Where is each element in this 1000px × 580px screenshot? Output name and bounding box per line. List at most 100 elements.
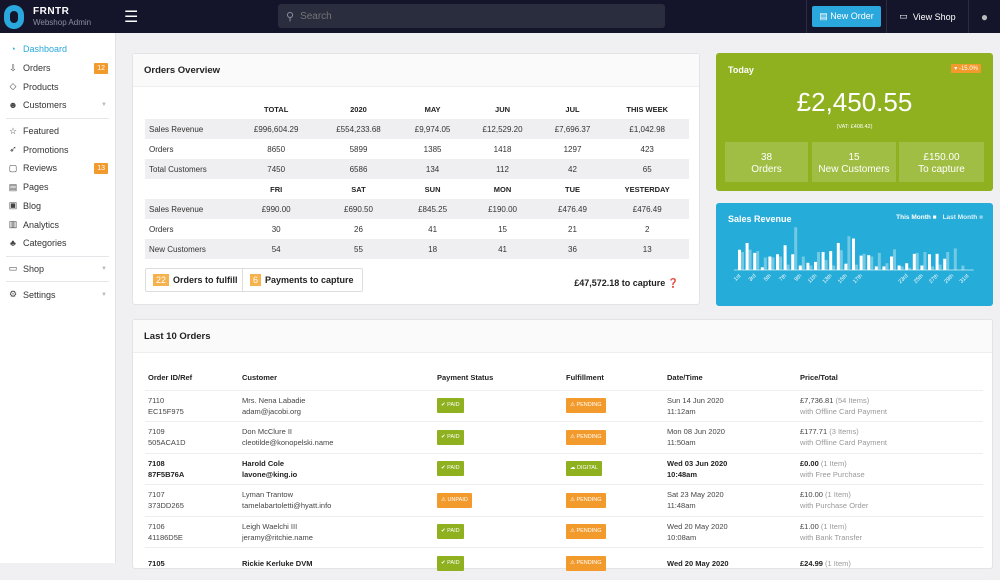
- sidebar-item-featured[interactable]: ☆ Featured: [0, 122, 115, 141]
- order-id[interactable]: 7110: [148, 395, 165, 405]
- table-row[interactable]: 7108 87F5B76A Harold Cole lavone@king.io ✔…: [145, 453, 983, 485]
- cell: 41: [428, 224, 438, 234]
- order-id[interactable]: 7108: [148, 458, 165, 468]
- table-row[interactable]: 7105 Rickie Kerluke DVM ✔ PAID ⚠ PENDING…: [145, 547, 983, 580]
- search-input[interactable]: [300, 10, 641, 22]
- customer-name[interactable]: Rickie Kerluke DVM: [242, 558, 313, 568]
- cell: 423: [640, 144, 654, 154]
- fulfillment-badge: ⚠ PENDING: [566, 429, 606, 445]
- cell: £476.49: [539, 199, 606, 219]
- order-id[interactable]: 7109: [148, 427, 165, 437]
- customer-name[interactable]: Harold Cole: [242, 458, 285, 468]
- sidebar-item-label: Blog: [23, 200, 42, 211]
- sidebar-item-label: Pages: [23, 182, 49, 193]
- bar-this-month: [882, 266, 886, 270]
- chart-title: Sales Revenue: [728, 214, 792, 224]
- fulfillment-badge: ⚠ PENDING: [566, 524, 606, 540]
- column-header: YESTERDAY: [624, 184, 670, 194]
- sidebar-item-pages[interactable]: ▤ Pages: [0, 178, 115, 197]
- table-row[interactable]: 7106 41186D5E Leigh Waelchi III jeramy@rit…: [145, 516, 983, 548]
- sidebar-item-promotions[interactable]: ➶ Promotions: [0, 140, 115, 159]
- column-header: THIS WEEK: [626, 104, 669, 114]
- inbox-icon: ⇩: [9, 62, 17, 73]
- blog-icon: ▣: [8, 200, 18, 211]
- order-date: Sun 14 Jun 2020: [667, 395, 724, 405]
- view-shop-button[interactable]: ▭ View Shop: [886, 0, 968, 33]
- column-header: Price/Total: [800, 366, 983, 391]
- order-id[interactable]: 7107: [148, 490, 165, 500]
- bar-last-month: [824, 260, 828, 270]
- order-price: £7,736.81: [800, 395, 834, 405]
- cell: Sales Revenue: [145, 199, 235, 219]
- payment-status-badge: ✔ PAID: [437, 555, 464, 571]
- sidebar-item-shop[interactable]: ▭ Shop ▼: [0, 260, 115, 279]
- bar-last-month: [915, 252, 919, 270]
- sidebar-item-categories[interactable]: ♣ Categories: [0, 234, 115, 253]
- bar-last-month: [801, 256, 805, 270]
- table-row: New Customers 54 55 18 41 36 13: [145, 239, 689, 259]
- chevron-down-icon: ▼: [101, 291, 107, 298]
- stat-orders[interactable]: 38 Orders: [725, 142, 808, 182]
- order-time: 10:08am: [667, 532, 697, 542]
- bar-this-month: [806, 262, 810, 270]
- cell: 7450: [235, 159, 318, 179]
- order-id[interactable]: 7106: [148, 521, 165, 531]
- order-date: Mon 08 Jun 2020: [667, 427, 725, 437]
- order-ref: 87F5B76A: [148, 469, 185, 479]
- bar-last-month: [817, 252, 820, 270]
- users-icon: ☻: [8, 100, 18, 111]
- table-row[interactable]: 7109 505ACA1D Don McClure II cleotilde@kon…: [145, 421, 983, 454]
- sidebar-item-blog[interactable]: ▣ Blog: [0, 197, 115, 216]
- count-badge: 13: [94, 162, 108, 174]
- sidebar-item-settings[interactable]: ⚙ Settings ▼: [0, 285, 115, 304]
- order-time: 11:50am: [667, 438, 696, 448]
- item-count: (1 Item): [825, 558, 851, 568]
- sidebar-divider: [6, 255, 109, 257]
- card-title: Orders Overview: [133, 54, 699, 87]
- payment-status-badge: ⚠ UNPAID: [437, 492, 472, 508]
- x-tick-label: 27th: [928, 273, 940, 285]
- customer-email: tamelabartoletti@hyatt.info: [242, 501, 332, 511]
- order-id[interactable]: 7105: [148, 558, 165, 568]
- sidebar: ◔ Dashboard ⇩ Orders 12 ◇ Products ☻ Customers ▼ ☆…: [0, 33, 116, 563]
- order-time: 11:12am: [667, 406, 696, 416]
- search-bar[interactable]: ⚲: [278, 4, 665, 28]
- sidebar-item-dashboard[interactable]: ◔ Dashboard: [0, 40, 115, 59]
- customer-name[interactable]: Leigh Waelchi III: [242, 521, 298, 531]
- orders-to-fulfill-button[interactable]: 22 Orders to fulfill: [145, 268, 247, 292]
- sidebar-item-customers[interactable]: ☻ Customers ▼: [0, 96, 115, 115]
- logo-mark-icon: [4, 4, 24, 29]
- sidebar-item-reviews[interactable]: ▢ Reviews 13: [0, 159, 115, 178]
- table-row[interactable]: 7110 EC15F975 Mrs. Nena Labadie adam@jacob…: [145, 390, 983, 422]
- help-icon[interactable]: ❓: [667, 278, 679, 288]
- stat-to-capture[interactable]: £150.00 To capture: [899, 142, 984, 182]
- new-order-button[interactable]: ▤ New Order: [806, 0, 886, 33]
- table-row[interactable]: 7107 373DD265 Lyman Trantow tamelabartolet…: [145, 484, 983, 517]
- menu-toggle-icon[interactable]: ☰: [124, 8, 139, 26]
- sidebar-item-label: Categories: [23, 238, 67, 249]
- chart-icon: ▥: [8, 219, 18, 230]
- cell: £7,696.37: [539, 119, 606, 139]
- sidebar-item-products[interactable]: ◇ Products: [0, 77, 115, 96]
- bar-last-month: [771, 257, 775, 270]
- customer-name[interactable]: Lyman Trantow: [242, 490, 293, 500]
- user-avatar-icon[interactable]: ●: [968, 0, 1000, 33]
- customer-name[interactable]: Don McClure II: [242, 427, 293, 437]
- payment-method: with Offline Card Payment: [800, 438, 887, 448]
- bar-last-month: [923, 252, 927, 270]
- bar-this-month: [935, 253, 939, 270]
- column-header: TUE: [565, 184, 580, 194]
- stat-new-customers[interactable]: 15 New Customers: [812, 142, 896, 182]
- orders-table: Order ID/Ref Customer Payment Status Fulfil…: [145, 366, 983, 580]
- bar-last-month: [794, 227, 798, 270]
- sidebar-item-orders[interactable]: ⇩ Orders 12: [0, 59, 115, 78]
- brand-name: FRNTR: [33, 6, 70, 17]
- cell: 1385: [423, 144, 442, 154]
- customer-name[interactable]: Mrs. Nena Labadie: [242, 395, 306, 405]
- sidebar-divider: [6, 281, 109, 283]
- payments-to-capture-button[interactable]: 6 Payments to capture: [242, 268, 363, 292]
- logo[interactable]: FRNTR Webshop Admin: [0, 4, 116, 29]
- fulfillment-badge: ⚠ PENDING: [566, 555, 606, 571]
- table-row: Sales Revenue £996,604.29 £554,233.68 £9,97…: [145, 119, 689, 139]
- sidebar-item-analytics[interactable]: ▥ Analytics: [0, 215, 115, 234]
